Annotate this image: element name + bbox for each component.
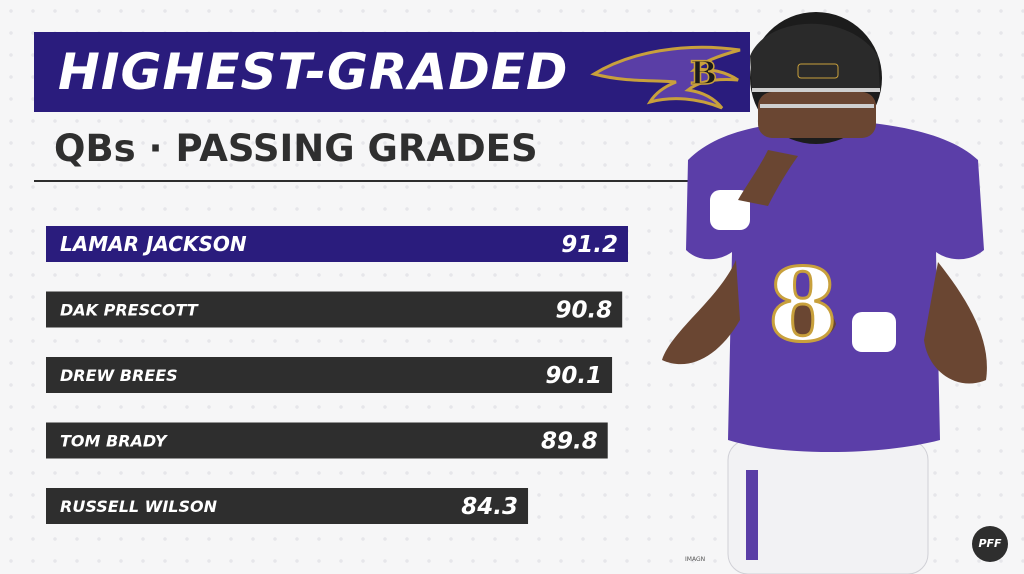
bar-dak-prescott <box>46 291 623 328</box>
bar-label: LAMAR JACKSON <box>60 232 247 256</box>
bar-value-label: 89.8 <box>541 429 598 455</box>
bar-russell-wilson <box>46 488 529 524</box>
bar-label: DREW BREES <box>60 366 178 385</box>
subtitle-divider <box>34 180 699 182</box>
page-subtitle: QBs · PASSING GRADES <box>54 127 538 170</box>
photo-credit: IMAGN <box>685 556 706 563</box>
bar-value-label: 84.3 <box>461 494 518 520</box>
bar-tom-brady <box>46 422 608 459</box>
svg-text:B: B <box>690 54 717 92</box>
bar-lamar-jackson <box>46 226 628 262</box>
ravens-logo-icon: B <box>590 45 741 110</box>
page-title: HIGHEST-GRADED <box>58 43 569 101</box>
svg-text:8: 8 <box>768 246 838 364</box>
bar-label: DAK PRESCOTT <box>60 301 199 320</box>
bar-drew-brees <box>46 357 613 393</box>
bar-value-label: 90.8 <box>555 298 612 324</box>
pff-logo-icon: PFF <box>972 526 1008 562</box>
bar-value-label: 90.1 <box>545 363 602 389</box>
bar-label: RUSSELL WILSON <box>60 497 218 516</box>
player-photo: 8 <box>662 12 987 574</box>
bar-value-label: 91.2 <box>561 232 618 258</box>
bar-label: TOM BRADY <box>60 432 168 451</box>
